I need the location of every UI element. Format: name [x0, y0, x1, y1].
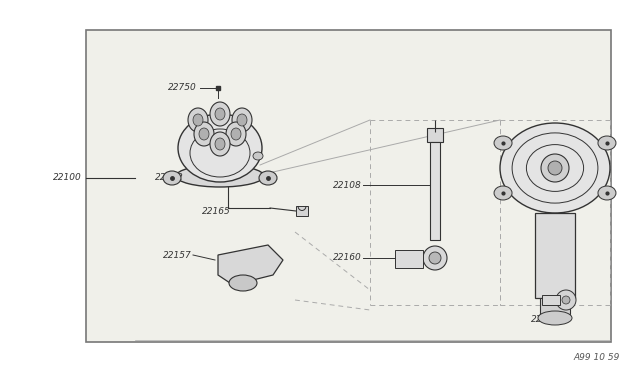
- Bar: [395, 250, 423, 268]
- Ellipse shape: [229, 275, 257, 291]
- Ellipse shape: [237, 114, 247, 126]
- Text: 22157: 22157: [163, 250, 192, 260]
- Ellipse shape: [199, 128, 209, 140]
- Circle shape: [556, 290, 576, 310]
- Ellipse shape: [215, 108, 225, 120]
- Ellipse shape: [253, 152, 263, 160]
- Ellipse shape: [210, 132, 230, 156]
- Circle shape: [541, 154, 569, 182]
- Bar: [542, 295, 560, 305]
- Bar: [296, 206, 308, 216]
- Ellipse shape: [231, 128, 241, 140]
- Text: 22119: 22119: [531, 315, 559, 324]
- Circle shape: [548, 161, 562, 175]
- Ellipse shape: [194, 122, 214, 146]
- Ellipse shape: [232, 108, 252, 132]
- Bar: [535, 213, 575, 298]
- Ellipse shape: [226, 122, 246, 146]
- Circle shape: [429, 252, 441, 264]
- Ellipse shape: [598, 136, 616, 150]
- Text: 22750: 22750: [168, 83, 197, 93]
- Ellipse shape: [215, 138, 225, 150]
- Bar: [430, 142, 440, 240]
- Ellipse shape: [259, 171, 277, 185]
- Ellipse shape: [598, 186, 616, 200]
- Text: 22100: 22100: [53, 173, 82, 183]
- Text: A99 10 59: A99 10 59: [573, 353, 620, 362]
- Circle shape: [562, 296, 570, 304]
- Polygon shape: [218, 245, 283, 285]
- Bar: [427, 128, 443, 142]
- Ellipse shape: [163, 171, 181, 185]
- Text: 22160: 22160: [333, 253, 362, 263]
- Ellipse shape: [494, 186, 512, 200]
- Ellipse shape: [188, 108, 208, 132]
- Ellipse shape: [193, 114, 203, 126]
- Ellipse shape: [176, 165, 264, 187]
- Ellipse shape: [500, 123, 610, 213]
- Ellipse shape: [210, 102, 230, 126]
- Ellipse shape: [178, 114, 262, 182]
- Bar: [86, 30, 611, 342]
- Ellipse shape: [494, 136, 512, 150]
- Text: 22162: 22162: [155, 173, 184, 183]
- Ellipse shape: [538, 311, 572, 325]
- Bar: [540, 298, 570, 314]
- Text: 22108: 22108: [333, 180, 362, 189]
- Text: 22165: 22165: [202, 208, 231, 217]
- Circle shape: [423, 246, 447, 270]
